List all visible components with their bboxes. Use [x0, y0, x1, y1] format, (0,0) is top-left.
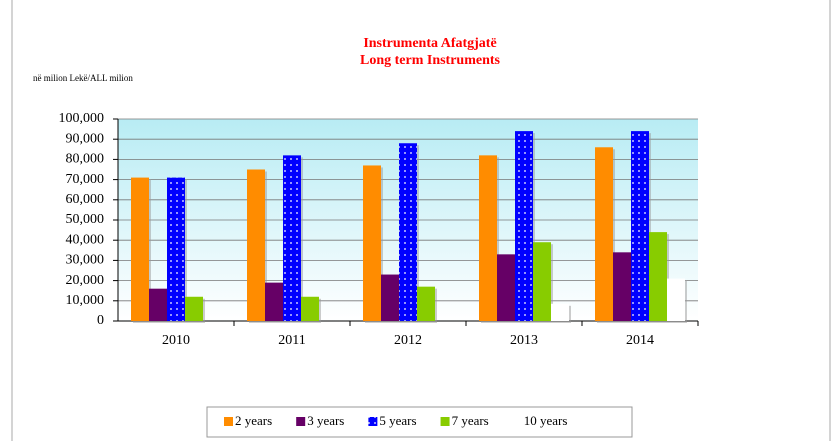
x-tick-label: 2011 [278, 333, 305, 348]
y-tick-label: 70,000 [66, 172, 105, 187]
bar [667, 278, 685, 321]
legend-label: 2 years [235, 413, 272, 428]
bar [613, 252, 631, 321]
x-tick-label: 2014 [626, 333, 654, 348]
bar [551, 303, 569, 321]
y-tick-label: 80,000 [66, 152, 105, 167]
y-tick-label: 0 [97, 313, 104, 328]
y-tick-label: 50,000 [66, 212, 105, 227]
chart-title: Instrumenta Afatgjatë [363, 36, 496, 51]
legend-swatch [512, 417, 522, 426]
x-tick-label: 2012 [394, 333, 422, 348]
bar [515, 131, 533, 321]
bar [479, 155, 497, 321]
bar [631, 131, 649, 321]
bar [283, 155, 301, 321]
bar [265, 282, 283, 321]
bar [131, 177, 149, 321]
bar [167, 177, 185, 321]
y-tick-label: 10,000 [66, 293, 105, 308]
bar [533, 242, 551, 321]
y-tick-label: 20,000 [66, 273, 105, 288]
y-tick-label: 90,000 [66, 131, 105, 146]
legend-swatch [440, 417, 450, 426]
y-tick-label: 40,000 [66, 232, 105, 247]
bar [247, 169, 265, 321]
bar [185, 296, 203, 321]
bar [595, 147, 613, 321]
y-tick-label: 30,000 [66, 253, 105, 268]
bar [363, 165, 381, 321]
bar [649, 232, 667, 321]
x-tick-label: 2013 [510, 333, 538, 348]
bar [399, 143, 417, 321]
legend-swatch [368, 417, 378, 426]
bar [417, 286, 435, 321]
legend-label: 10 years [524, 413, 568, 428]
legend-label: 7 years [452, 413, 489, 428]
legend-label: 3 years [307, 413, 344, 428]
y-tick-label: 60,000 [66, 192, 105, 207]
unit-label: në milion Lekë/ALL milion [33, 73, 133, 83]
legend [206, 406, 633, 438]
bar [301, 296, 319, 321]
bar [497, 254, 515, 321]
legend-swatch [296, 417, 306, 426]
y-tick-label: 100,000 [59, 111, 105, 126]
chart-title: Long term Instruments [360, 53, 501, 68]
bar [149, 288, 167, 321]
legend-label: 5 years [379, 413, 416, 428]
x-tick-label: 2010 [162, 333, 190, 348]
bar [381, 274, 399, 321]
legend-swatch [224, 417, 233, 426]
